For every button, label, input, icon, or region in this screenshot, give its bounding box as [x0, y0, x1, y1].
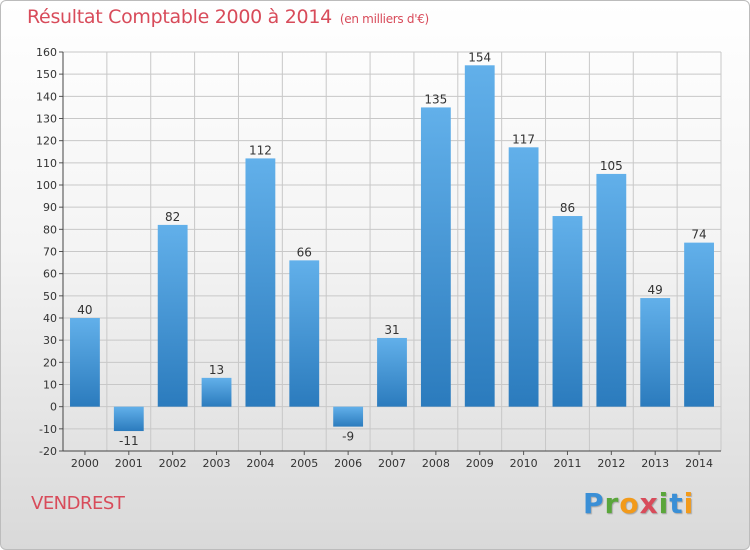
x-tick-label: 2006: [334, 457, 362, 470]
data-label: 13: [209, 363, 224, 377]
title-unit: (en milliers d'€): [339, 12, 429, 26]
y-tick-label: 120: [36, 135, 57, 148]
y-tick-label: 20: [43, 356, 57, 369]
logo-letter: x: [639, 487, 659, 520]
x-tick-label: 2000: [71, 457, 99, 470]
commune-name: VENDREST: [31, 493, 125, 514]
logo-letter: t: [669, 487, 684, 520]
data-label: 105: [600, 159, 623, 173]
x-tick-label: 2003: [203, 457, 231, 470]
x-tick-label: 2009: [466, 457, 494, 470]
x-tick-label: 2011: [553, 457, 581, 470]
data-label: -9: [342, 430, 354, 444]
x-tick-label: 2013: [641, 457, 669, 470]
axes: [59, 51, 721, 455]
y-tick-label: 10: [43, 379, 57, 392]
data-label: 82: [165, 210, 180, 224]
y-tick-label: -20: [39, 445, 57, 458]
logo-letter: i: [658, 487, 670, 520]
y-tick-label: 100: [36, 179, 57, 192]
bar: [157, 224, 188, 407]
data-label: 66: [297, 245, 312, 259]
y-tick-label: 140: [36, 90, 57, 103]
proxiti-logo: Proxiti: [583, 487, 694, 520]
data-label: 49: [648, 283, 663, 297]
data-label: 40: [77, 303, 92, 317]
x-tick-label: 2012: [597, 457, 625, 470]
y-tick-label: 40: [43, 312, 57, 325]
y-tick-label: 0: [50, 401, 57, 414]
logo-letter: P: [583, 487, 605, 520]
data-label: 135: [424, 92, 447, 106]
bar: [377, 337, 407, 407]
data-labels: 40 -11 82 13 112 66 -9 31 135 154 117 86 105 49 74: [77, 50, 706, 448]
bars: [70, 65, 714, 432]
y-tick-label: 60: [43, 268, 57, 281]
y-tick-label: 50: [43, 290, 57, 303]
bar: [333, 406, 364, 427]
chart-title: Résultat Comptable 2000 à 2014 (en millie…: [27, 6, 429, 28]
y-tick-label: 110: [36, 157, 57, 170]
data-label: 112: [249, 143, 272, 157]
data-label: 154: [468, 50, 491, 64]
data-label: -11: [119, 434, 139, 448]
bar: [464, 65, 495, 407]
bar: [420, 107, 451, 407]
bar: [113, 406, 144, 432]
y-tick-label: 80: [43, 223, 57, 236]
logo-letter: o: [619, 487, 640, 520]
data-label: 86: [560, 201, 575, 215]
x-tick-label: 2004: [246, 457, 274, 470]
bar: [245, 158, 276, 407]
y-tick-label: 90: [43, 201, 57, 214]
y-tick-label: 150: [36, 68, 57, 81]
bar: [640, 298, 671, 407]
bar: [596, 173, 627, 407]
x-tick-label: 2007: [378, 457, 406, 470]
x-tick-label: 2001: [115, 457, 143, 470]
bar: [552, 216, 583, 407]
y-tick-label: -10: [39, 423, 57, 436]
x-tick-label: 2014: [685, 457, 713, 470]
x-tick-label: 2010: [510, 457, 538, 470]
y-tick-label: 160: [36, 46, 57, 59]
x-tick-label: 2005: [290, 457, 318, 470]
tick-labels: -20 -10 0 10 20 30 40 50 60 70 80 90 100 110 120 130 140…: [36, 46, 713, 470]
data-label: 74: [691, 228, 706, 242]
bar: [70, 318, 100, 407]
logo-letter: r: [604, 487, 620, 520]
logo-letter: i: [683, 487, 695, 520]
bar: [201, 377, 232, 407]
title-text: Résultat Comptable 2000 à 2014: [27, 6, 332, 28]
y-tick-label: 130: [36, 113, 57, 126]
bar: [289, 260, 320, 407]
x-tick-label: 2002: [159, 457, 187, 470]
x-tick-label: 2008: [422, 457, 450, 470]
y-tick-label: 30: [43, 334, 57, 347]
bar: [508, 147, 539, 407]
y-tick-label: 70: [43, 246, 57, 259]
data-label: 117: [512, 132, 535, 146]
data-label: 31: [384, 323, 399, 337]
bar: [684, 242, 714, 407]
